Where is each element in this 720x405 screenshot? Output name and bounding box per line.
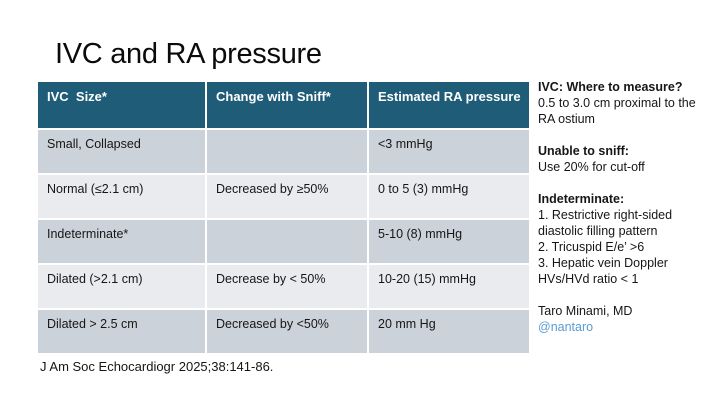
twitter-handle-link[interactable]: @nantaro <box>538 320 594 334</box>
table-row: Indeterminate* 5-10 (8) mmHg <box>38 220 529 263</box>
table-row: Small, Collapsed <3 mmHg <box>38 130 529 173</box>
cell-estimated-ra-pressure: 0 to 5 (3) mmHg <box>369 175 529 218</box>
cell-change-with-sniff <box>207 220 367 263</box>
table-row: Dilated > 2.5 cm Decreased by <50% 20 mm… <box>38 310 529 353</box>
note-heading-indeterminate: Indeterminate: <box>538 192 625 206</box>
table-row: Normal (≤2.1 cm) Decreased by ≥50% 0 to … <box>38 175 529 218</box>
note-unable-to-sniff: Unable to sniff: Use 20% for cut-off <box>538 143 714 175</box>
cell-change-with-sniff: Decrease by < 50% <box>207 265 367 308</box>
cell-estimated-ra-pressure: <3 mmHg <box>369 130 529 173</box>
table-header-row: IVC Size* Change with Sniff* Estimated R… <box>38 82 529 128</box>
side-notes: IVC: Where to measure? 0.5 to 3.0 cm pro… <box>538 79 714 351</box>
cell-ivc-size: Dilated > 2.5 cm <box>38 310 205 353</box>
cell-change-with-sniff <box>207 130 367 173</box>
cell-ivc-size: Normal (≤2.1 cm) <box>38 175 205 218</box>
note-body-unable-to-sniff: Use 20% for cut-off <box>538 160 645 174</box>
cell-ivc-size: Indeterminate* <box>38 220 205 263</box>
note-indeterminate: Indeterminate: 1. Restrictive right-side… <box>538 191 714 287</box>
table-body: Small, Collapsed <3 mmHg Normal (≤2.1 cm… <box>38 130 529 353</box>
table-header-estimated-ra-pressure: Estimated RA pressure <box>369 82 529 128</box>
page-title: IVC and RA pressure <box>55 38 322 70</box>
cell-change-with-sniff: Decreased by ≥50% <box>207 175 367 218</box>
cell-estimated-ra-pressure: 20 mm Hg <box>369 310 529 353</box>
note-where-to-measure: IVC: Where to measure? 0.5 to 3.0 cm pro… <box>538 79 714 127</box>
cell-estimated-ra-pressure: 5-10 (8) mmHg <box>369 220 529 263</box>
note-body-where-to-measure: 0.5 to 3.0 cm proximal to the RA ostium <box>538 96 696 126</box>
cell-change-with-sniff: Decreased by <50% <box>207 310 367 353</box>
cell-ivc-size: Dilated (>2.1 cm) <box>38 265 205 308</box>
author-name: Taro Minami, MD <box>538 304 633 318</box>
note-heading-where-to-measure: IVC: Where to measure? <box>538 80 683 94</box>
note-heading-unable-to-sniff: Unable to sniff: <box>538 144 629 158</box>
author-block: Taro Minami, MD @nantaro <box>538 303 714 335</box>
ivc-ra-pressure-table: IVC Size* Change with Sniff* Estimated R… <box>38 82 529 355</box>
journal-citation: J Am Soc Echocardiogr 2025;38:141-86. <box>40 359 274 374</box>
indeterminate-item: 3. Hepatic vein Doppler HVs/HVd ratio < … <box>538 256 668 286</box>
table-header-ivc-size: IVC Size* <box>38 82 205 128</box>
table-header-change-with-sniff: Change with Sniff* <box>207 82 367 128</box>
cell-estimated-ra-pressure: 10-20 (15) mmHg <box>369 265 529 308</box>
indeterminate-item: 2. Tricuspid E/e’ >6 <box>538 240 645 254</box>
indeterminate-item: 1. Restrictive right-sided diastolic fil… <box>538 208 673 238</box>
table-row: Dilated (>2.1 cm) Decrease by < 50% 10-2… <box>38 265 529 308</box>
cell-ivc-size: Small, Collapsed <box>38 130 205 173</box>
